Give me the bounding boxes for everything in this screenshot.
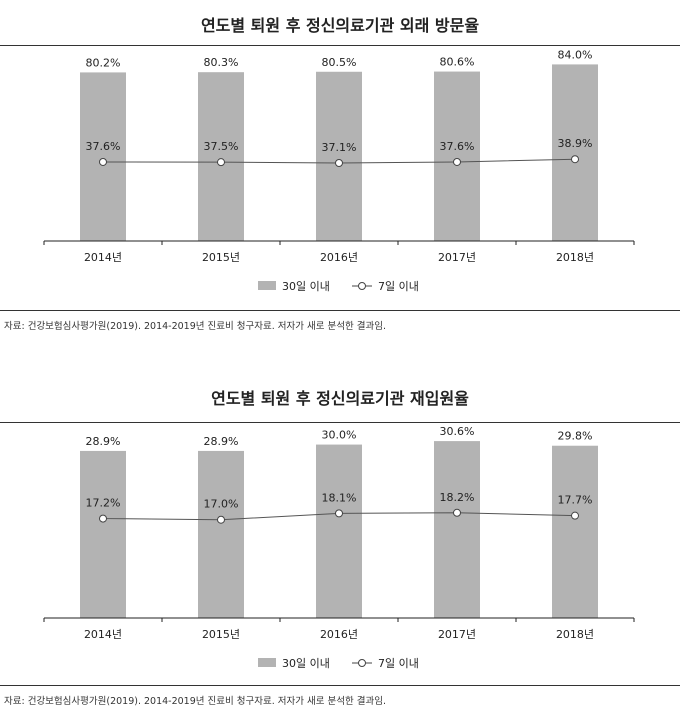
bar-3: [316, 444, 362, 618]
legend-label-30day: 30일 이내: [282, 656, 330, 670]
line-value-label: 18.2%: [440, 491, 475, 504]
bar-value-label: 80.3%: [204, 56, 239, 69]
bar-value-label: 84.0%: [558, 48, 593, 61]
x-tick-label: 2016년: [320, 251, 358, 264]
line-point-1: [99, 157, 107, 166]
legend-marker-7day: [358, 282, 366, 290]
bar-2: [198, 450, 244, 618]
x-tick-label: 2017년: [438, 251, 476, 264]
legend-swatch-30day: [258, 281, 276, 290]
chart-1-bottom-rule: [0, 310, 680, 311]
legend-label-7day: 7일 이내: [378, 279, 419, 293]
legend-marker-7day: [358, 659, 366, 667]
bar-4: [434, 71, 480, 241]
x-tick-label: 2014년: [84, 251, 122, 264]
chart-2-plot: 28.9% 28.9% 30.0% 30.6% 29.8% 2014년 2015년 2016년…: [43, 425, 635, 670]
x-tick-label: 2014년: [84, 628, 122, 641]
bar-2: [198, 72, 244, 241]
line-point-1: [99, 514, 107, 523]
x-tick-label: 2018년: [556, 251, 594, 264]
x-tick-label: 2015년: [202, 251, 240, 264]
line-point-5: [571, 511, 579, 520]
bar-value-label: 80.6%: [440, 56, 475, 69]
bar-4: [434, 441, 480, 618]
line-point-3: [335, 509, 343, 518]
x-tick-label: 2016년: [320, 628, 358, 641]
bar-value-label: 30.0%: [322, 429, 357, 442]
bar-value-label: 28.9%: [204, 435, 239, 448]
legend-label-7day: 7일 이내: [378, 656, 419, 670]
chart-1-top-rule: [0, 45, 680, 46]
line-point-3: [335, 159, 343, 168]
line-point-5: [571, 155, 579, 164]
line-value-label: 17.0%: [204, 498, 239, 511]
line-value-label: 38.9%: [558, 137, 593, 150]
line-value-label: 37.6%: [86, 140, 121, 153]
x-tick-label: 2017년: [438, 628, 476, 641]
chart-2-source: 자료: 건강보험심사평가원(2019). 2014-2019년 진료비 청구자료…: [4, 696, 386, 707]
bar-value-label: 29.8%: [558, 430, 593, 443]
line-value-label: 17.7%: [558, 494, 593, 507]
line-value-label: 37.1%: [322, 141, 357, 154]
legend-label-30day: 30일 이내: [282, 279, 330, 293]
line-point-2: [217, 158, 225, 167]
bar-value-label: 30.6%: [440, 425, 475, 438]
bar-value-label: 80.2%: [86, 56, 121, 69]
line-value-label: 18.1%: [322, 491, 357, 504]
bar-3: [316, 71, 362, 241]
line-point-4: [453, 157, 461, 166]
chart-2-bottom-rule: [0, 685, 680, 686]
bar-1: [80, 450, 126, 618]
bar-1: [80, 72, 126, 241]
line-value-label: 37.5%: [204, 140, 239, 153]
chart-2-top-rule: [0, 422, 680, 423]
chart-1-title: 연도별 퇴원 후 정신의료기관 외래 방문율: [200, 16, 480, 35]
chart-1-plot: 80.2% 80.3% 80.5% 80.6% 84.0% 2014년 2015년 2016년…: [43, 48, 635, 293]
line-point-2: [217, 515, 225, 524]
line-value-label: 17.2%: [86, 497, 121, 510]
x-tick-label: 2015년: [202, 628, 240, 641]
x-tick-label: 2018년: [556, 628, 594, 641]
legend-swatch-30day: [258, 658, 276, 667]
chart-1-source: 자료: 건강보험심사평가원(2019). 2014-2019년 진료비 청구자료…: [4, 321, 386, 332]
bar-value-label: 80.5%: [322, 56, 357, 69]
line-value-label: 37.6%: [440, 140, 475, 153]
line-point-4: [453, 508, 461, 517]
bar-5: [552, 64, 598, 241]
bar-value-label: 28.9%: [86, 435, 121, 448]
bar-5: [552, 445, 598, 618]
chart-2-title: 연도별 퇴원 후 정신의료기관 재입원율: [211, 389, 469, 408]
